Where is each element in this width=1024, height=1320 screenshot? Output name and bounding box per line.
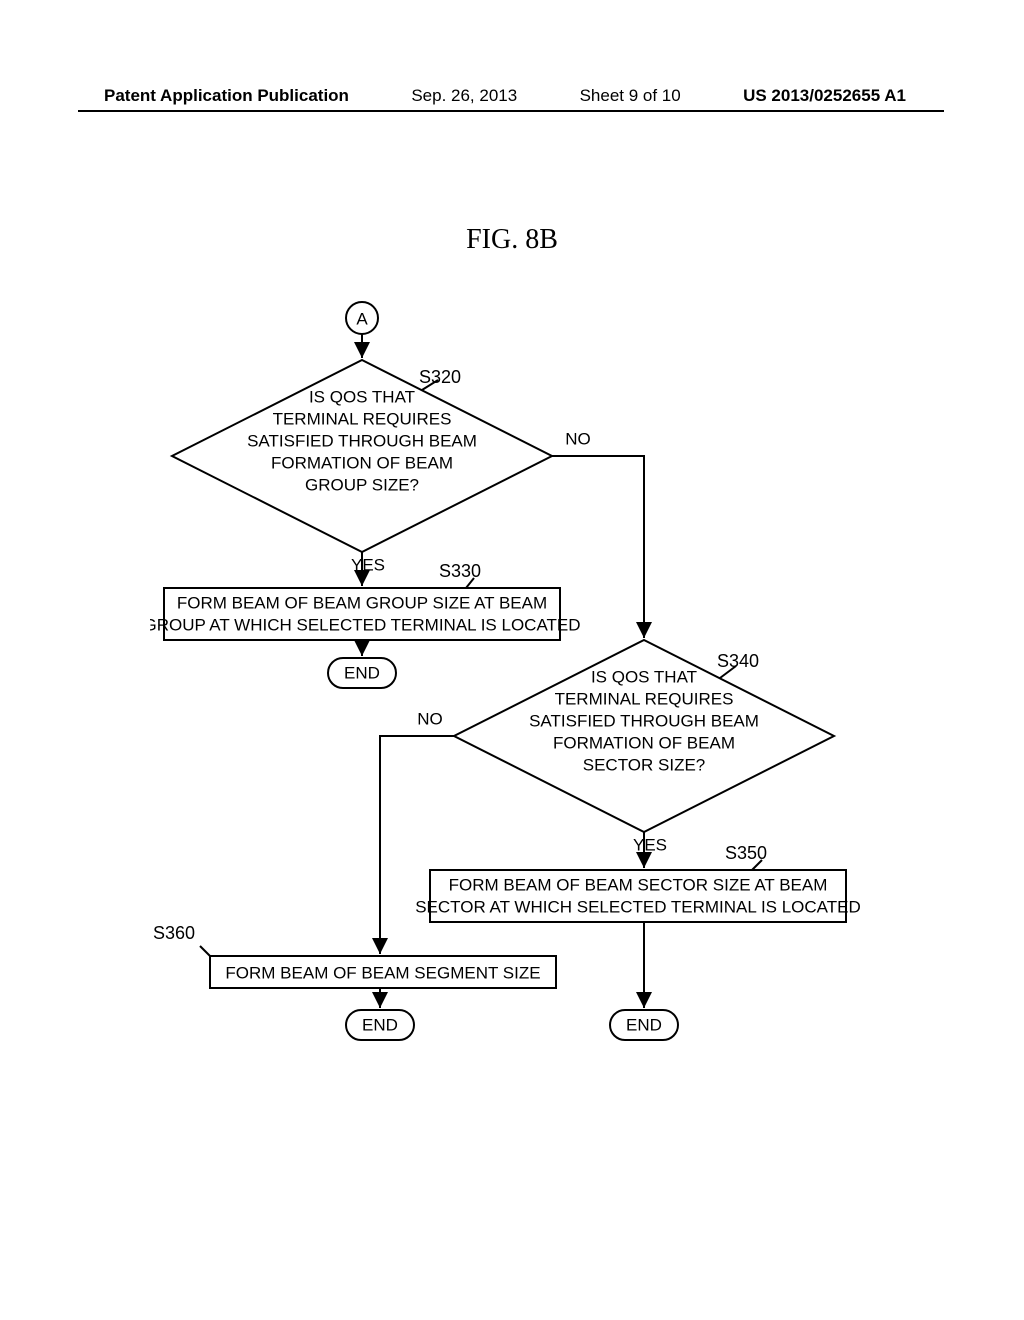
s320-line4: FORMATION OF BEAM	[271, 453, 453, 472]
edge-s320-no	[552, 456, 644, 638]
s330-line1: FORM BEAM OF BEAM GROUP SIZE AT BEAM	[177, 593, 547, 612]
s320-no: NO	[565, 429, 591, 448]
s340-line3: SATISFIED THROUGH BEAM	[529, 711, 759, 730]
s340-yes: YES	[633, 835, 667, 854]
s340-line5: SECTOR SIZE?	[583, 755, 706, 774]
s320-line3: SATISFIED THROUGH BEAM	[247, 431, 477, 450]
header-date: Sep. 26, 2013	[411, 86, 517, 106]
s320-line2: TERMINAL REQUIRES	[273, 409, 452, 428]
s330-line2: GROUP AT WHICH SELECTED TERMINAL IS LOCA…	[150, 615, 581, 634]
page-header: Patent Application Publication Sep. 26, …	[0, 86, 1024, 106]
s350-id: S350	[725, 843, 767, 863]
s350-line2: SECTOR AT WHICH SELECTED TERMINAL IS LOC…	[415, 897, 861, 916]
s340-id: S340	[717, 651, 759, 671]
header-publication: Patent Application Publication	[104, 86, 349, 106]
s360-leader	[200, 946, 210, 956]
s340-line4: FORMATION OF BEAM	[553, 733, 735, 752]
end2-label: END	[362, 1015, 398, 1034]
flowchart: A IS QOS THAT TERMINAL REQUIRES SATISFIE…	[150, 300, 870, 1110]
header-pubno: US 2013/0252655 A1	[743, 86, 906, 106]
s320-line5: GROUP SIZE?	[305, 475, 419, 494]
s320-id: S320	[419, 367, 461, 387]
figure-title: FIG. 8B	[0, 224, 1024, 256]
end3-label: END	[626, 1015, 662, 1034]
s330-id: S330	[439, 561, 481, 581]
s340-no: NO	[417, 709, 443, 728]
s320-line1: IS QOS THAT	[309, 387, 415, 406]
connector-a-label: A	[356, 309, 368, 328]
header-sheet: Sheet 9 of 10	[580, 86, 681, 106]
s360-label: FORM BEAM OF BEAM SEGMENT SIZE	[225, 963, 540, 982]
s360-id: S360	[153, 923, 195, 943]
s340-line2: TERMINAL REQUIRES	[555, 689, 734, 708]
header-divider	[78, 110, 944, 112]
s320-yes: YES	[351, 555, 385, 574]
end1-label: END	[344, 663, 380, 682]
s350-line1: FORM BEAM OF BEAM SECTOR SIZE AT BEAM	[449, 875, 828, 894]
s340-line1: IS QOS THAT	[591, 667, 697, 686]
